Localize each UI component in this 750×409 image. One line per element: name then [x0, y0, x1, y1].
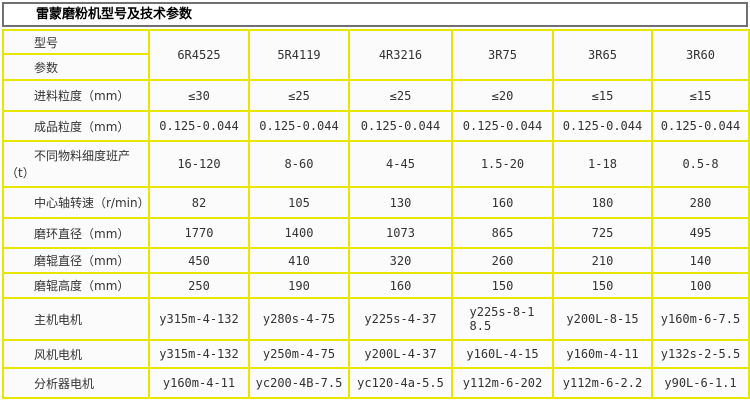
cell: y225s-8-18.5	[451, 297, 554, 341]
table-row-analyzer-motor: 分析器电机 y160m-4-11 yc200-4B-7.5 yc120-4a-5…	[2, 367, 750, 399]
cell: 250	[148, 272, 250, 299]
table-header-row-param: 参数	[2, 53, 749, 81]
cell: y200L-8-15	[552, 297, 653, 341]
row-label: 不同物料细度班产（t）	[2, 140, 150, 188]
table-header-row-model: 型号 6R4525 5R4119 4R3216 3R75 3R65 3R60	[2, 29, 750, 81]
cell: y160L-4-15	[451, 339, 554, 369]
model-header: 5R4119	[248, 29, 350, 81]
cell: y315m-4-132	[148, 339, 250, 369]
cell: 0.125-0.044	[348, 110, 453, 142]
row-label: 磨辊高度（mm）	[2, 272, 150, 299]
cell: yc200-4B-7.5	[248, 367, 350, 399]
cell: y112m-6-2.2	[552, 367, 653, 399]
cell: yc120-4a-5.5	[348, 367, 453, 399]
cell: ≤20	[451, 79, 554, 112]
cell: 1770	[148, 217, 250, 249]
cell: 140	[651, 247, 750, 274]
cell: 130	[348, 186, 453, 219]
cell: y160m-4-11	[552, 339, 653, 369]
model-header: 6R4525	[148, 29, 250, 81]
cell: 160	[451, 186, 554, 219]
cell: ≤15	[651, 79, 750, 112]
row-label: 磨辊直径（mm）	[2, 247, 150, 274]
spec-table: 型号 6R4525 5R4119 4R3216 3R75 3R65 3R60 参…	[2, 29, 750, 399]
model-header: 3R65	[552, 29, 653, 81]
cell: 210	[552, 247, 653, 274]
corner-label-model: 型号	[2, 29, 150, 55]
cell: y160m-6-7.5	[651, 297, 750, 341]
cell: 1.5-20	[451, 140, 554, 188]
cell: 320	[348, 247, 453, 274]
table-row-main-motor: 主机电机 y315m-4-132 y280s-4-75 y225s-4-37 y…	[2, 297, 750, 341]
cell: 105	[248, 186, 350, 219]
cell-wrapped-value: y225s-8-18.5	[469, 305, 535, 333]
cell: y132s-2-5.5	[651, 339, 750, 369]
cell: 180	[552, 186, 653, 219]
table-row-fan-motor: 风机电机 y315m-4-132 y250m-4-75 y200L-4-37 y…	[2, 339, 750, 369]
cell: y112m-6-202	[451, 367, 554, 399]
cell: 0.125-0.044	[651, 110, 750, 142]
cell: 0.125-0.044	[451, 110, 554, 142]
cell: 410	[248, 247, 350, 274]
table-row-shift-output: 不同物料细度班产（t） 16-120 8-60 4-45 1.5-20 1-18…	[2, 140, 750, 188]
cell: 450	[148, 247, 250, 274]
cell: 150	[451, 272, 554, 299]
model-header: 4R3216	[348, 29, 453, 81]
cell: 725	[552, 217, 653, 249]
table-row-shaft-speed: 中心轴转速（r/min） 82 105 130 160 180 280	[2, 186, 750, 219]
cell: 190	[248, 272, 350, 299]
cell: 1-18	[552, 140, 653, 188]
row-label: 风机电机	[2, 339, 150, 369]
cell: 0.5-8	[651, 140, 750, 188]
cell: ≤25	[248, 79, 350, 112]
cell: ≤15	[552, 79, 653, 112]
cell: 0.125-0.044	[148, 110, 250, 142]
cell: 495	[651, 217, 750, 249]
cell: 16-120	[148, 140, 250, 188]
cell: 160	[348, 272, 453, 299]
cell: 8-60	[248, 140, 350, 188]
table-row-roller-height: 磨辊高度（mm） 250 190 160 150 150 100	[2, 272, 750, 299]
row-label: 中心轴转速（r/min）	[2, 186, 150, 219]
cell: y225s-4-37	[348, 297, 453, 341]
cell: 82	[148, 186, 250, 219]
row-label: 分析器电机	[2, 367, 150, 399]
table-row-roller-diameter: 磨辊直径（mm） 450 410 320 260 210 140	[2, 247, 750, 274]
table-row-feed-size: 进料粒度（mm） ≤30 ≤25 ≤25 ≤20 ≤15 ≤15	[2, 79, 750, 112]
cell: ≤30	[148, 79, 250, 112]
cell: y200L-4-37	[348, 339, 453, 369]
cell: ≤25	[348, 79, 453, 112]
cell: y90L-6-1.1	[651, 367, 750, 399]
page-title: 雷蒙磨粉机型号及技术参数	[2, 2, 748, 27]
table-row-product-size: 成品粒度（mm） 0.125-0.044 0.125-0.044 0.125-0…	[2, 110, 750, 142]
cell: 865	[451, 217, 554, 249]
model-header: 3R60	[651, 29, 750, 81]
row-label: 成品粒度（mm）	[2, 110, 150, 142]
corner-label-param: 参数	[2, 53, 150, 81]
cell: 1400	[248, 217, 350, 249]
cell: 4-45	[348, 140, 453, 188]
row-label: 磨环直径（mm）	[2, 217, 150, 249]
cell: y160m-4-11	[148, 367, 250, 399]
cell: y250m-4-75	[248, 339, 350, 369]
cell: 280	[651, 186, 750, 219]
row-label: 进料粒度（mm）	[2, 79, 150, 112]
row-label: 主机电机	[2, 297, 150, 341]
cell: 0.125-0.044	[248, 110, 350, 142]
cell: 0.125-0.044	[552, 110, 653, 142]
model-header: 3R75	[451, 29, 554, 81]
cell: 1073	[348, 217, 453, 249]
cell: y315m-4-132	[148, 297, 250, 341]
cell: y280s-4-75	[248, 297, 350, 341]
cell: 260	[451, 247, 554, 274]
cell: 150	[552, 272, 653, 299]
table-row-ring-diameter: 磨环直径（mm） 1770 1400 1073 865 725 495	[2, 217, 750, 249]
cell: 100	[651, 272, 750, 299]
